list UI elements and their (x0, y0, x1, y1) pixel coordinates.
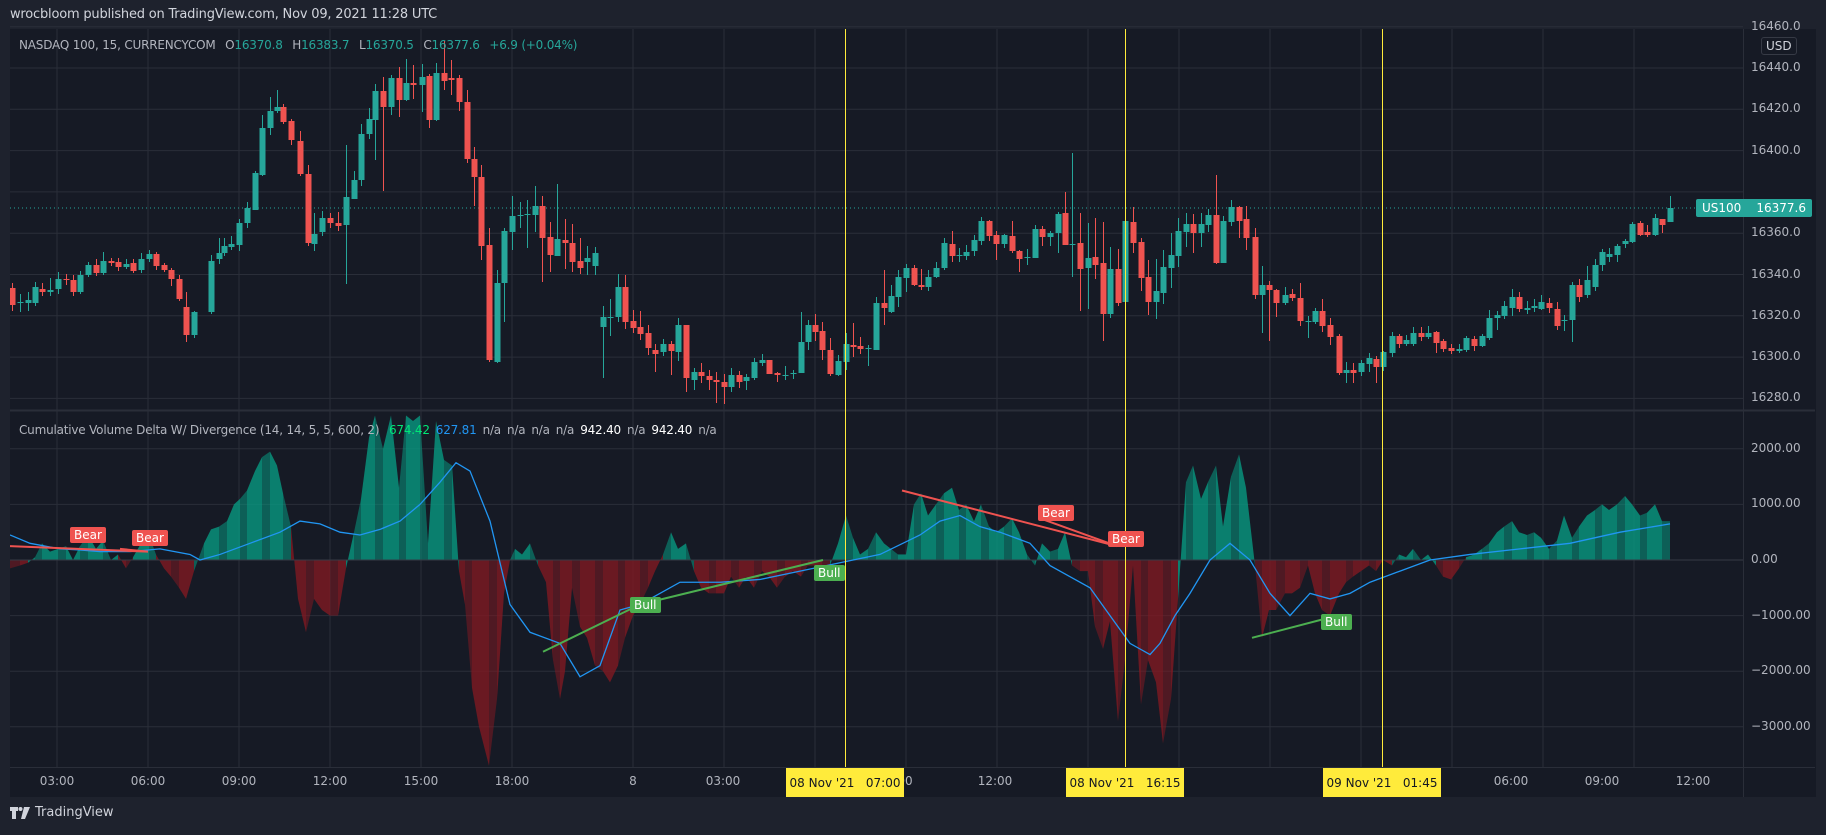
indicator-value: n/a (698, 423, 717, 437)
time-axis-label: 12:00 (977, 774, 1013, 788)
indicator-value: 942.40 (651, 423, 693, 437)
indicator-value: 674.42 (388, 423, 430, 437)
indicator-value: n/a (555, 423, 575, 437)
time-axis-label: 8 (629, 774, 637, 788)
indicator-title[interactable]: Cumulative Volume Delta W/ Divergence (1… (19, 423, 380, 437)
price-axis-label: 16280.0 (1751, 390, 1801, 405)
ohlc-close: C16377.6 (423, 38, 480, 52)
ohlc-low: L16370.5 (358, 38, 414, 52)
tradingview-brand[interactable]: TradingView (10, 805, 114, 820)
time-axis-label: 15:00 (403, 774, 439, 788)
published-header: wrocbloom published on TradingView.com, … (10, 7, 438, 22)
bear-divergence-label: Bear (132, 530, 168, 546)
price-axis-label: 16360.0 (1751, 225, 1801, 240)
bear-divergence-label: Bear (70, 527, 106, 543)
indicator-value: n/a (531, 423, 550, 437)
indicator-value: n/a (626, 423, 646, 437)
crosshair-date-label: 09 Nov '21 01:45 (1323, 768, 1441, 797)
time-axis-label: 06:00 (130, 774, 166, 788)
cvd-axis-label: 1000.00 (1751, 496, 1801, 511)
price-axis-label: 16320.0 (1751, 307, 1801, 322)
indicator-value: n/a (506, 423, 526, 437)
price-axis-label: 16440.0 (1751, 60, 1801, 74)
symbol-name[interactable]: NASDAQ 100, 15, CURRENCYCOM (19, 38, 216, 52)
currency-badge[interactable]: USD (1761, 37, 1797, 55)
bear-divergence-label: Bear (1108, 531, 1144, 547)
indicator-value: 627.81 (435, 423, 477, 437)
cvd-axis-label: 0.00 (1751, 552, 1778, 566)
time-axis-label: 09:00 (1584, 774, 1620, 788)
tradingview-logo-icon (10, 806, 30, 819)
time-axis-label: 06:00 (1493, 774, 1529, 788)
ohlc-high: H16383.7 (292, 38, 350, 52)
time-axis-label: 09:00 (221, 774, 257, 788)
cvd-axis-label: −2000.00 (1751, 663, 1811, 678)
bull-divergence-label: Bull (1321, 614, 1352, 630)
price-axis-label: 16420.0 (1751, 101, 1801, 116)
ohlc-open: O16370.8 (225, 38, 283, 52)
bull-divergence-label: Bull (814, 565, 845, 581)
bear-divergence-label: Bear (1038, 505, 1074, 521)
last-price-tag: US100 16377.6 (1696, 199, 1812, 217)
cvd-pane (10, 415, 1743, 766)
last-price-ticker: US100 (1702, 201, 1742, 215)
time-axis-label: 12:00 (312, 774, 348, 788)
price-change: +6.9 (+0.04%) (489, 38, 578, 52)
footer-brand-text: TradingView (35, 805, 114, 820)
time-axis-label: 03:00 (39, 774, 75, 788)
time-axis-label: 03:00 (705, 774, 741, 788)
price-axis-label: 16400.0 (1751, 142, 1801, 157)
cvd-axis-label: −1000.00 (1751, 607, 1811, 622)
crosshair-date-label: 08 Nov '21 16:15 (1066, 768, 1184, 797)
symbol-legend[interactable]: NASDAQ 100, 15, CURRENCYCOM O16370.8 H16… (19, 38, 583, 52)
time-axis-label: 12:00 (1675, 774, 1711, 788)
price-axis-label: 16340.0 (1751, 266, 1801, 281)
cvd-axis-label: −3000.00 (1751, 718, 1811, 733)
indicator-value: 942.40 (580, 423, 621, 437)
bull-divergence-label: Bull (630, 597, 661, 613)
last-price-value: 16377.6 (1756, 201, 1806, 215)
time-axis-label: 18:00 (494, 774, 530, 788)
indicator-legend[interactable]: Cumulative Volume Delta W/ Divergence (1… (19, 423, 723, 437)
price-axis-label: 16460.0 (1751, 18, 1801, 33)
crosshair-date-label: 08 Nov '21 07:00 (786, 768, 904, 797)
indicator-values: 674.42 627.81 n/a n/a n/a n/a 942.40 n/a 942.40 n… (389, 423, 723, 437)
cvd-axis-label: 2000.00 (1751, 440, 1801, 455)
price-axis-label: 16300.0 (1751, 349, 1801, 364)
indicator-value: n/a (482, 423, 502, 437)
